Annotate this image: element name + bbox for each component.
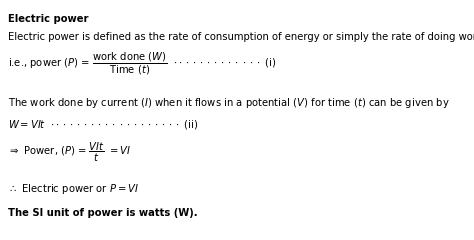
Text: Electric power: Electric power (8, 14, 89, 24)
Text: $W = VIt$  $\cdot\cdot\cdot\cdot\cdot\cdot\cdot\cdot\cdot\cdot\cdot\cdot\cdot\cd: $W = VIt$ $\cdot\cdot\cdot\cdot\cdot\cdo… (8, 118, 199, 131)
Text: i.e., power $(P)$ = $\dfrac{\mathrm{work\ done}\ (W)}{\mathrm{Time}\ (t)}$  $\cd: i.e., power $(P)$ = $\dfrac{\mathrm{work… (8, 51, 276, 77)
Text: The work done by current $(I)$ when it flows in a potential $(V)$ for time $(t)$: The work done by current $(I)$ when it f… (8, 96, 450, 110)
Text: $\therefore$ Electric power or $P = VI$: $\therefore$ Electric power or $P = VI$ (8, 182, 139, 196)
Text: The SI unit of power is watts (W).: The SI unit of power is watts (W). (8, 208, 198, 218)
Text: $\Rightarrow$ Power, $(P)$ = $\dfrac{VIt}{t}$ $= VI$: $\Rightarrow$ Power, $(P)$ = $\dfrac{VIt… (8, 140, 131, 164)
Text: Electric power is defined as the rate of consumption of energy or simply the rat: Electric power is defined as the rate of… (8, 32, 474, 42)
